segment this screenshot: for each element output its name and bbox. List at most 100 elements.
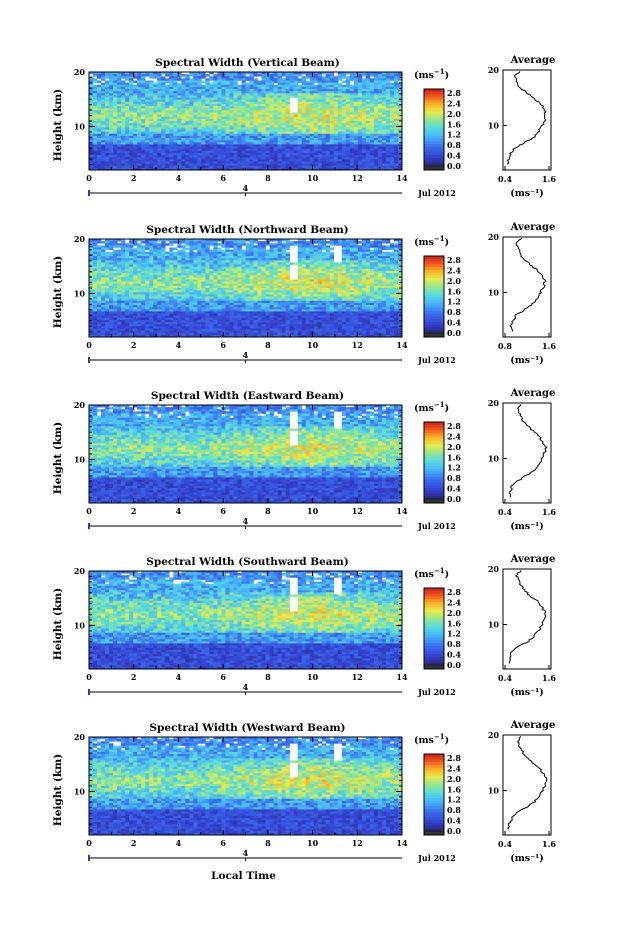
heatmap-cell [145, 101, 150, 105]
heatmap-cell [289, 116, 294, 120]
heatmap-cell [241, 262, 246, 265]
heatmap-cell [333, 167, 339, 171]
heatmap-cell [373, 155, 379, 158]
heatmap-cell [393, 142, 399, 145]
heatmap-cell [209, 266, 214, 270]
heatmap-cell [361, 91, 367, 94]
heatmap-cell [389, 247, 395, 250]
heatmap-cell [313, 86, 319, 90]
heatmap-cell [309, 86, 315, 90]
heatmap-cell [225, 138, 230, 141]
heatmap-cell [273, 258, 278, 261]
heatmap-cell [277, 108, 282, 111]
heatmap-cell [349, 138, 355, 141]
heatmap-cell [285, 110, 290, 113]
heatmap-cell [161, 163, 166, 167]
heatmap-cell [265, 260, 270, 263]
heatmap-cell [205, 262, 210, 265]
heatmap-cell [181, 264, 186, 267]
heatmap-cell [317, 239, 323, 242]
heatmap-cell [233, 74, 238, 77]
heatmap-cell [341, 146, 347, 149]
heatmap-cell [177, 133, 182, 137]
heatmap-cell [341, 142, 347, 145]
heatmap-cell [285, 86, 290, 90]
heatmap-cell [185, 270, 190, 274]
heatmap-cell [369, 266, 375, 270]
heatmap-cell [125, 266, 130, 270]
heatmap-cell [309, 121, 315, 124]
heatmap-cell [117, 260, 122, 263]
heatmap-cell [153, 127, 158, 130]
colorbar-underflow [423, 165, 445, 171]
heatmap-cell [145, 112, 150, 115]
heatmap-cell [133, 144, 138, 147]
heatmap-cell [357, 275, 363, 278]
heatmap-cell [137, 258, 142, 261]
heatmap-cell [141, 78, 146, 81]
heatmap-cell [389, 273, 395, 276]
heatmap-cell [373, 84, 379, 88]
heatmap-cell [321, 161, 327, 164]
heatmap-cell [169, 146, 174, 149]
heatmap-cell [393, 103, 399, 107]
heatmap-cell [281, 129, 286, 132]
heatmap-cell [305, 247, 310, 250]
heatmap-cell [209, 273, 214, 276]
heatmap-cell [101, 127, 106, 130]
heatmap-cell [137, 82, 142, 86]
x-tick-label: 10 [307, 173, 319, 183]
heatmap-cell [173, 99, 178, 103]
heatmap-cell [125, 148, 130, 152]
heatmap-cell [321, 155, 327, 158]
heatmap-cell [197, 144, 202, 147]
heatmap-cell [397, 148, 403, 152]
colorbar: 2.82.42.01.61.20.80.40.0(ms−1) [414, 67, 461, 171]
heatmap-cell [317, 101, 323, 105]
heatmap-cell [273, 95, 278, 98]
heatmap-cell [241, 167, 246, 171]
heatmap-cell [153, 72, 158, 75]
heatmap-cell [173, 167, 178, 171]
heatmap-cell [141, 256, 146, 259]
heatmap-cell [285, 157, 290, 160]
heatmap-cell [209, 144, 214, 147]
heatmap-cell [297, 138, 302, 141]
heatmap-cell [137, 256, 142, 259]
heatmap-cell [177, 72, 182, 75]
heatmap-cell [185, 110, 190, 113]
heatmap-cell [93, 78, 98, 81]
heatmap-cell [169, 80, 174, 83]
heatmap-cell [153, 84, 158, 88]
heatmap-cell [125, 270, 130, 274]
heatmap-cell [337, 95, 343, 98]
heatmap-cell [225, 112, 230, 115]
heatmap-cell [201, 99, 206, 103]
heatmap-cell [157, 106, 162, 109]
heatmap-cell [269, 260, 274, 263]
heatmap-cell [93, 163, 98, 167]
heatmap-cell [357, 241, 363, 244]
heatmap-cell [109, 103, 114, 107]
heatmap-cell [309, 144, 315, 147]
heatmap-cell [281, 142, 286, 145]
heatmap-cell [273, 116, 278, 120]
heatmap-cell [217, 260, 222, 263]
heatmap-cell [197, 135, 202, 139]
heatmap-cell [293, 133, 298, 137]
heatmap-cell [205, 239, 210, 242]
heatmap-cell [105, 97, 110, 100]
heatmap-cell [249, 157, 254, 160]
heatmap-cell [333, 86, 339, 90]
heatmap-cell [281, 239, 286, 242]
heatmap-cell [345, 82, 351, 86]
heatmap-cell [381, 241, 387, 244]
heatmap-cell [397, 78, 403, 81]
heatmap-cell [257, 106, 262, 109]
heatmap-cell [305, 146, 310, 149]
heatmap-cell [257, 138, 262, 141]
heatmap-cell [201, 121, 206, 124]
heatmap-cell [141, 129, 146, 132]
heatmap-cell [369, 118, 375, 122]
heatmap-cell [389, 93, 395, 96]
